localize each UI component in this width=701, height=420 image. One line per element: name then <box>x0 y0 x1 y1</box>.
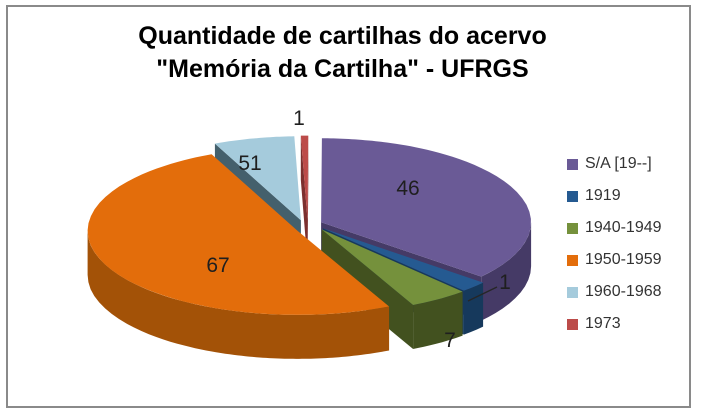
data-label-4: 51 <box>238 152 261 175</box>
data-label-0: 46 <box>396 177 419 200</box>
legend-color-swatch <box>567 318 578 330</box>
data-label-2: 7 <box>444 329 456 352</box>
legend-item-label: 1973 <box>585 315 621 332</box>
legend-item: S/A [19--] <box>567 155 662 173</box>
pie-slice-1-top <box>322 228 484 291</box>
chart-title: Quantidade de cartilhas do acervo "Memór… <box>0 20 701 86</box>
data-label-1: 1 <box>499 271 511 294</box>
pie-slice-5-side-end <box>307 135 309 264</box>
chart-plot-border <box>6 5 691 408</box>
legend-item: 1940-1949 <box>567 219 662 237</box>
chart-title-line2: "Memória da Cartilha" - UFRGS <box>156 55 529 83</box>
legend-item: 1950-1959 <box>567 251 662 269</box>
chart-title-line1: Quantidade de cartilhas do acervo <box>138 22 547 50</box>
legend-color-swatch <box>567 254 578 266</box>
legend-item-label: 1950-1959 <box>585 251 662 268</box>
pie-slice-2-wall <box>413 291 463 349</box>
legend-item: 1919 <box>567 187 662 205</box>
pie-slice-3-wall <box>87 230 390 359</box>
legend-color-swatch <box>567 222 578 234</box>
legend-color-swatch <box>567 190 578 202</box>
data-label-3: 67 <box>206 254 229 277</box>
pie-slice-1-wall <box>463 282 484 335</box>
pie-slice-5-top <box>300 135 309 220</box>
legend-item-label: S/A [19--] <box>585 155 652 172</box>
legend-item: 1960-1968 <box>567 283 662 301</box>
legend-item-label: 1940-1949 <box>585 219 662 236</box>
legend-item: 1973 <box>567 315 662 333</box>
pie-slice-5-side-start <box>300 135 308 264</box>
pie-slice-0-wall <box>481 222 532 321</box>
label-leader-line <box>467 286 498 302</box>
legend-item-label: 1960-1968 <box>585 283 662 300</box>
data-label-5: 1 <box>293 107 305 130</box>
legend-color-swatch <box>567 158 578 170</box>
pie-slice-3-top <box>87 154 390 315</box>
pie-slice-0-top <box>321 138 531 277</box>
legend-item-label: 1919 <box>585 187 621 204</box>
legend-color-swatch <box>567 286 578 298</box>
pie-slice-2-top <box>321 229 463 305</box>
pie-labels-group: 46 1 7 67 51 1 <box>206 107 511 352</box>
pie-tops-group <box>87 135 531 315</box>
chart-legend: S/A [19--] 1919 1940-1949 1950-1959 1960-196… <box>567 155 662 347</box>
pie-slice-4-top <box>214 136 301 221</box>
